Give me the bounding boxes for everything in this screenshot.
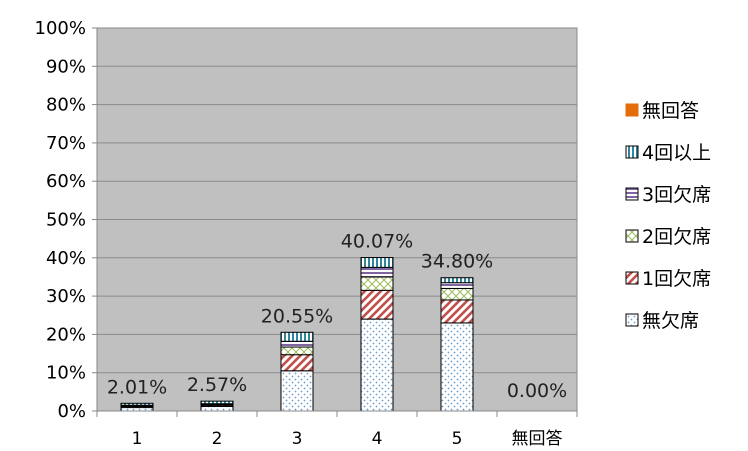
bar-segment — [360, 276, 394, 291]
bar-segment — [360, 318, 394, 412]
x-tick-label: 2 — [212, 429, 223, 449]
bar-segment — [360, 266, 394, 278]
bar-segment — [440, 277, 474, 284]
bar-segment — [360, 257, 394, 268]
legend-swatch — [625, 271, 639, 285]
legend-swatch — [625, 229, 639, 243]
x-axis-ticks: 1 2 3 4 5 無回答 — [96, 410, 578, 449]
y-tick-label: 60% — [46, 171, 86, 192]
y-tick-label: 80% — [46, 95, 86, 116]
y-tick-label: 10% — [46, 363, 86, 384]
total-label: 0.00% — [507, 380, 567, 402]
y-tick-label: 40% — [46, 248, 86, 269]
legend-label: 3回欠席 — [642, 184, 711, 206]
y-tick-label: 0% — [57, 401, 86, 422]
y-tick-label: 30% — [46, 286, 86, 307]
legend-swatch — [625, 103, 639, 117]
legend-label: 無欠席 — [642, 310, 699, 332]
bar-segment — [440, 299, 474, 324]
legend-swatch — [625, 187, 639, 201]
total-label: 20.55% — [261, 305, 333, 327]
total-labels: 2.01% 2.57% 20.55% 40.07% 34.80% 0.00% — [107, 231, 567, 403]
total-label: 34.80% — [421, 251, 493, 273]
legend-swatch — [625, 313, 639, 327]
bar-segment — [120, 402, 154, 406]
y-tick-label: 20% — [46, 324, 86, 345]
gridlines — [97, 27, 577, 374]
bar-segment — [440, 287, 474, 301]
bar-segment — [280, 331, 314, 342]
bar-segment — [280, 340, 314, 348]
bar-segment — [440, 322, 474, 412]
bar-segment — [360, 289, 394, 320]
x-tick-label: 3 — [292, 429, 303, 449]
legend-label: 2回欠席 — [642, 226, 711, 248]
x-tick-label: 無回答 — [512, 429, 563, 449]
legend-label: 4回以上 — [642, 142, 711, 164]
bar-segment — [280, 346, 314, 356]
y-tick-label: 50% — [46, 210, 86, 231]
y-axis-ticks: 0% 10% 20% 30% 40% 50% 60% 70% 80% 90% 100% — [35, 18, 98, 422]
y-tick-label: 70% — [46, 133, 86, 154]
bar-segment — [280, 370, 314, 412]
x-tick-label: 5 — [452, 429, 463, 449]
legend-swatch — [625, 145, 639, 159]
y-tick-label: 100% — [35, 18, 86, 39]
bar-segment — [200, 400, 234, 405]
total-label: 2.57% — [187, 374, 247, 396]
x-tick-label: 4 — [372, 429, 383, 449]
bar-segment — [120, 407, 154, 412]
x-tick-label: 1 — [132, 429, 143, 449]
total-label: 40.07% — [341, 231, 413, 253]
bar-segment — [280, 354, 314, 372]
legend-label: 1回欠席 — [642, 268, 711, 290]
bar-segment — [440, 282, 474, 289]
bar-segment — [200, 405, 234, 412]
legend-label: 無回答 — [642, 100, 699, 122]
y-tick-label: 90% — [46, 56, 86, 77]
total-label: 2.01% — [107, 376, 167, 398]
